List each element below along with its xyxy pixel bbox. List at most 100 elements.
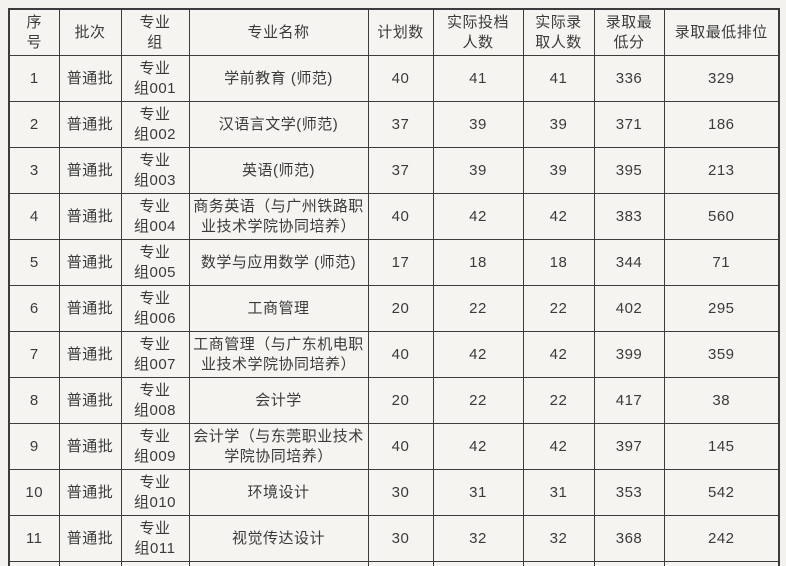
- table-cell-no: 11: [8, 515, 60, 562]
- table-cell-applied: 42: [432, 193, 524, 240]
- column-header-batch: 批次: [58, 8, 122, 56]
- table-cell-major: 会计学: [188, 377, 369, 424]
- table-cell-group: 专业 组011: [120, 515, 190, 562]
- table-cell-min-rank: 542: [663, 469, 780, 516]
- table-cell-no: 7: [8, 331, 60, 378]
- table-cell-batch: 普通批: [58, 515, 122, 562]
- table-cell-admitted: 18: [522, 239, 595, 286]
- table-cell-group: 专业 组009: [120, 423, 190, 470]
- table-cell-batch: 普通批: [58, 423, 122, 470]
- table-cell-group: 专业 组007: [120, 331, 190, 378]
- table-cell-batch: 普通批: [58, 285, 122, 332]
- header-row: 序 号 批次 专业 组 专业名称 计划数 实际投档 人数 实际录 取人数 录取最…: [8, 8, 780, 56]
- table-cell-plan: 20: [367, 377, 434, 424]
- table-cell-applied: 42: [432, 331, 524, 378]
- table-cell-applied: 39: [432, 101, 524, 148]
- table-cell-min-rank: 560: [663, 193, 780, 240]
- table-cell-no: 4: [8, 193, 60, 240]
- table-cell-major: 汉语言文学(师范): [188, 101, 369, 148]
- table-row: 2 普通批 专业 组002 汉语言文学(师范) 37 39 39 371 186: [8, 101, 780, 148]
- table-cell-batch: 普通批: [58, 561, 122, 566]
- table-cell-min-rank: 295: [663, 285, 780, 332]
- table-row: 6 普通批 专业 组006 工商管理 20 22 22 402 295: [8, 285, 780, 332]
- table-cell-min-rank: 513: [663, 561, 780, 566]
- table-cell-major: 视觉传达设计: [188, 515, 369, 562]
- table-cell-min-rank: 242: [663, 515, 780, 562]
- table-cell-major: 工商管理: [188, 285, 369, 332]
- table-cell-min-score: 395: [593, 147, 665, 194]
- table-cell-min-score: 383: [593, 193, 665, 240]
- table-row: 11 普通批 专业 组011 视觉传达设计 30 32 32 368 242: [8, 515, 780, 562]
- table-cell-batch: 普通批: [58, 193, 122, 240]
- table-cell-min-rank: 186: [663, 101, 780, 148]
- table-row: 9 普通批 专业 组009 会计学（与东莞职业技术学院协同培养） 40 42 42 397 14…: [8, 423, 780, 470]
- table-cell-admitted: 42: [522, 561, 595, 566]
- table-cell-major: 会计学（与东莞职业技术学院协同培养）: [188, 423, 369, 470]
- table-cell-no: 2: [8, 101, 60, 148]
- table-cell-min-rank: 213: [663, 147, 780, 194]
- table-cell-min-rank: 145: [663, 423, 780, 470]
- table-row: 1 普通批 专业 组001 学前教育 (师范) 40 41 41 336 329: [8, 55, 780, 102]
- table-cell-admitted: 32: [522, 515, 595, 562]
- column-header-min-rank: 录取最低排位: [663, 8, 780, 56]
- table-cell-plan: 40: [367, 423, 434, 470]
- table-cell-group: 专业 组001: [120, 55, 190, 102]
- table-cell-min-score: 344: [593, 239, 665, 286]
- table-cell-admitted: 42: [522, 423, 595, 470]
- table-cell-major: 英语(师范): [188, 147, 369, 194]
- column-header-planned-count: 计划数: [367, 8, 434, 56]
- table-cell-group: 专业 组008: [120, 377, 190, 424]
- table-cell-admitted: 22: [522, 285, 595, 332]
- table-cell-batch: 普通批: [58, 331, 122, 378]
- table-row: 12普通批专业 组012产品设计404242354513: [8, 561, 780, 566]
- table-cell-applied: 18: [432, 239, 524, 286]
- table-cell-min-rank: 359: [663, 331, 780, 378]
- table-row: 7 普通批 专业 组007 工商管理（与广东机电职业技术学院协同培养） 40 42 42 39…: [8, 331, 780, 378]
- table-row: 5 普通批 专业 组005 数学与应用数学 (师范) 17 18 18 344 71: [8, 239, 780, 286]
- column-header-serial-number: 序 号: [8, 8, 60, 56]
- table-cell-plan: 37: [367, 101, 434, 148]
- table-body: 1 普通批 专业 组001 学前教育 (师范) 40 41 41 336 329 2 普通批 专业 组…: [8, 55, 780, 566]
- table-cell-min-rank: 38: [663, 377, 780, 424]
- table-cell-major: 工商管理（与广东机电职业技术学院协同培养）: [188, 331, 369, 378]
- table-header: 序 号 批次 专业 组 专业名称 计划数 实际投档 人数 实际录 取人数 录取最…: [8, 8, 780, 56]
- table-cell-batch: 普通批: [58, 377, 122, 424]
- table-cell-plan: 20: [367, 285, 434, 332]
- column-header-major-name: 专业名称: [188, 8, 369, 56]
- table-cell-plan: 40: [367, 193, 434, 240]
- table-cell-no: 6: [8, 285, 60, 332]
- table-cell-applied: 31: [432, 469, 524, 516]
- table-cell-admitted: 42: [522, 331, 595, 378]
- table-cell-group: 专业 组002: [120, 101, 190, 148]
- table-cell-plan: 40: [367, 561, 434, 566]
- table-cell-admitted: 39: [522, 101, 595, 148]
- table-cell-no: 9: [8, 423, 60, 470]
- table-cell-batch: 普通批: [58, 469, 122, 516]
- table-cell-no: 10: [8, 469, 60, 516]
- table-cell-plan: 30: [367, 469, 434, 516]
- column-header-actual-applicants: 实际投档 人数: [432, 8, 524, 56]
- table-cell-applied: 42: [432, 561, 524, 566]
- table-cell-no: 3: [8, 147, 60, 194]
- column-header-major-group: 专业 组: [120, 8, 190, 56]
- table-cell-batch: 普通批: [58, 147, 122, 194]
- table-cell-no: 8: [8, 377, 60, 424]
- table-cell-applied: 39: [432, 147, 524, 194]
- table-cell-major: 数学与应用数学 (师范): [188, 239, 369, 286]
- table-cell-group: 专业 组003: [120, 147, 190, 194]
- table-cell-admitted: 22: [522, 377, 595, 424]
- table-cell-group: 专业 组006: [120, 285, 190, 332]
- table-cell-batch: 普通批: [58, 239, 122, 286]
- table-cell-no: 5: [8, 239, 60, 286]
- table-cell-min-rank: 329: [663, 55, 780, 102]
- table-cell-admitted: 39: [522, 147, 595, 194]
- table-cell-no: 12: [8, 561, 60, 566]
- table-row: 4 普通批 专业 组004 商务英语（与广州铁路职业技术学院协同培养） 40 42 42 38…: [8, 193, 780, 240]
- table-row: 3 普通批 专业 组003 英语(师范) 37 39 39 395 213: [8, 147, 780, 194]
- table-cell-major: 学前教育 (师范): [188, 55, 369, 102]
- table-cell-min-score: 353: [593, 469, 665, 516]
- table-cell-admitted: 31: [522, 469, 595, 516]
- table-cell-plan: 37: [367, 147, 434, 194]
- table-cell-applied: 22: [432, 285, 524, 332]
